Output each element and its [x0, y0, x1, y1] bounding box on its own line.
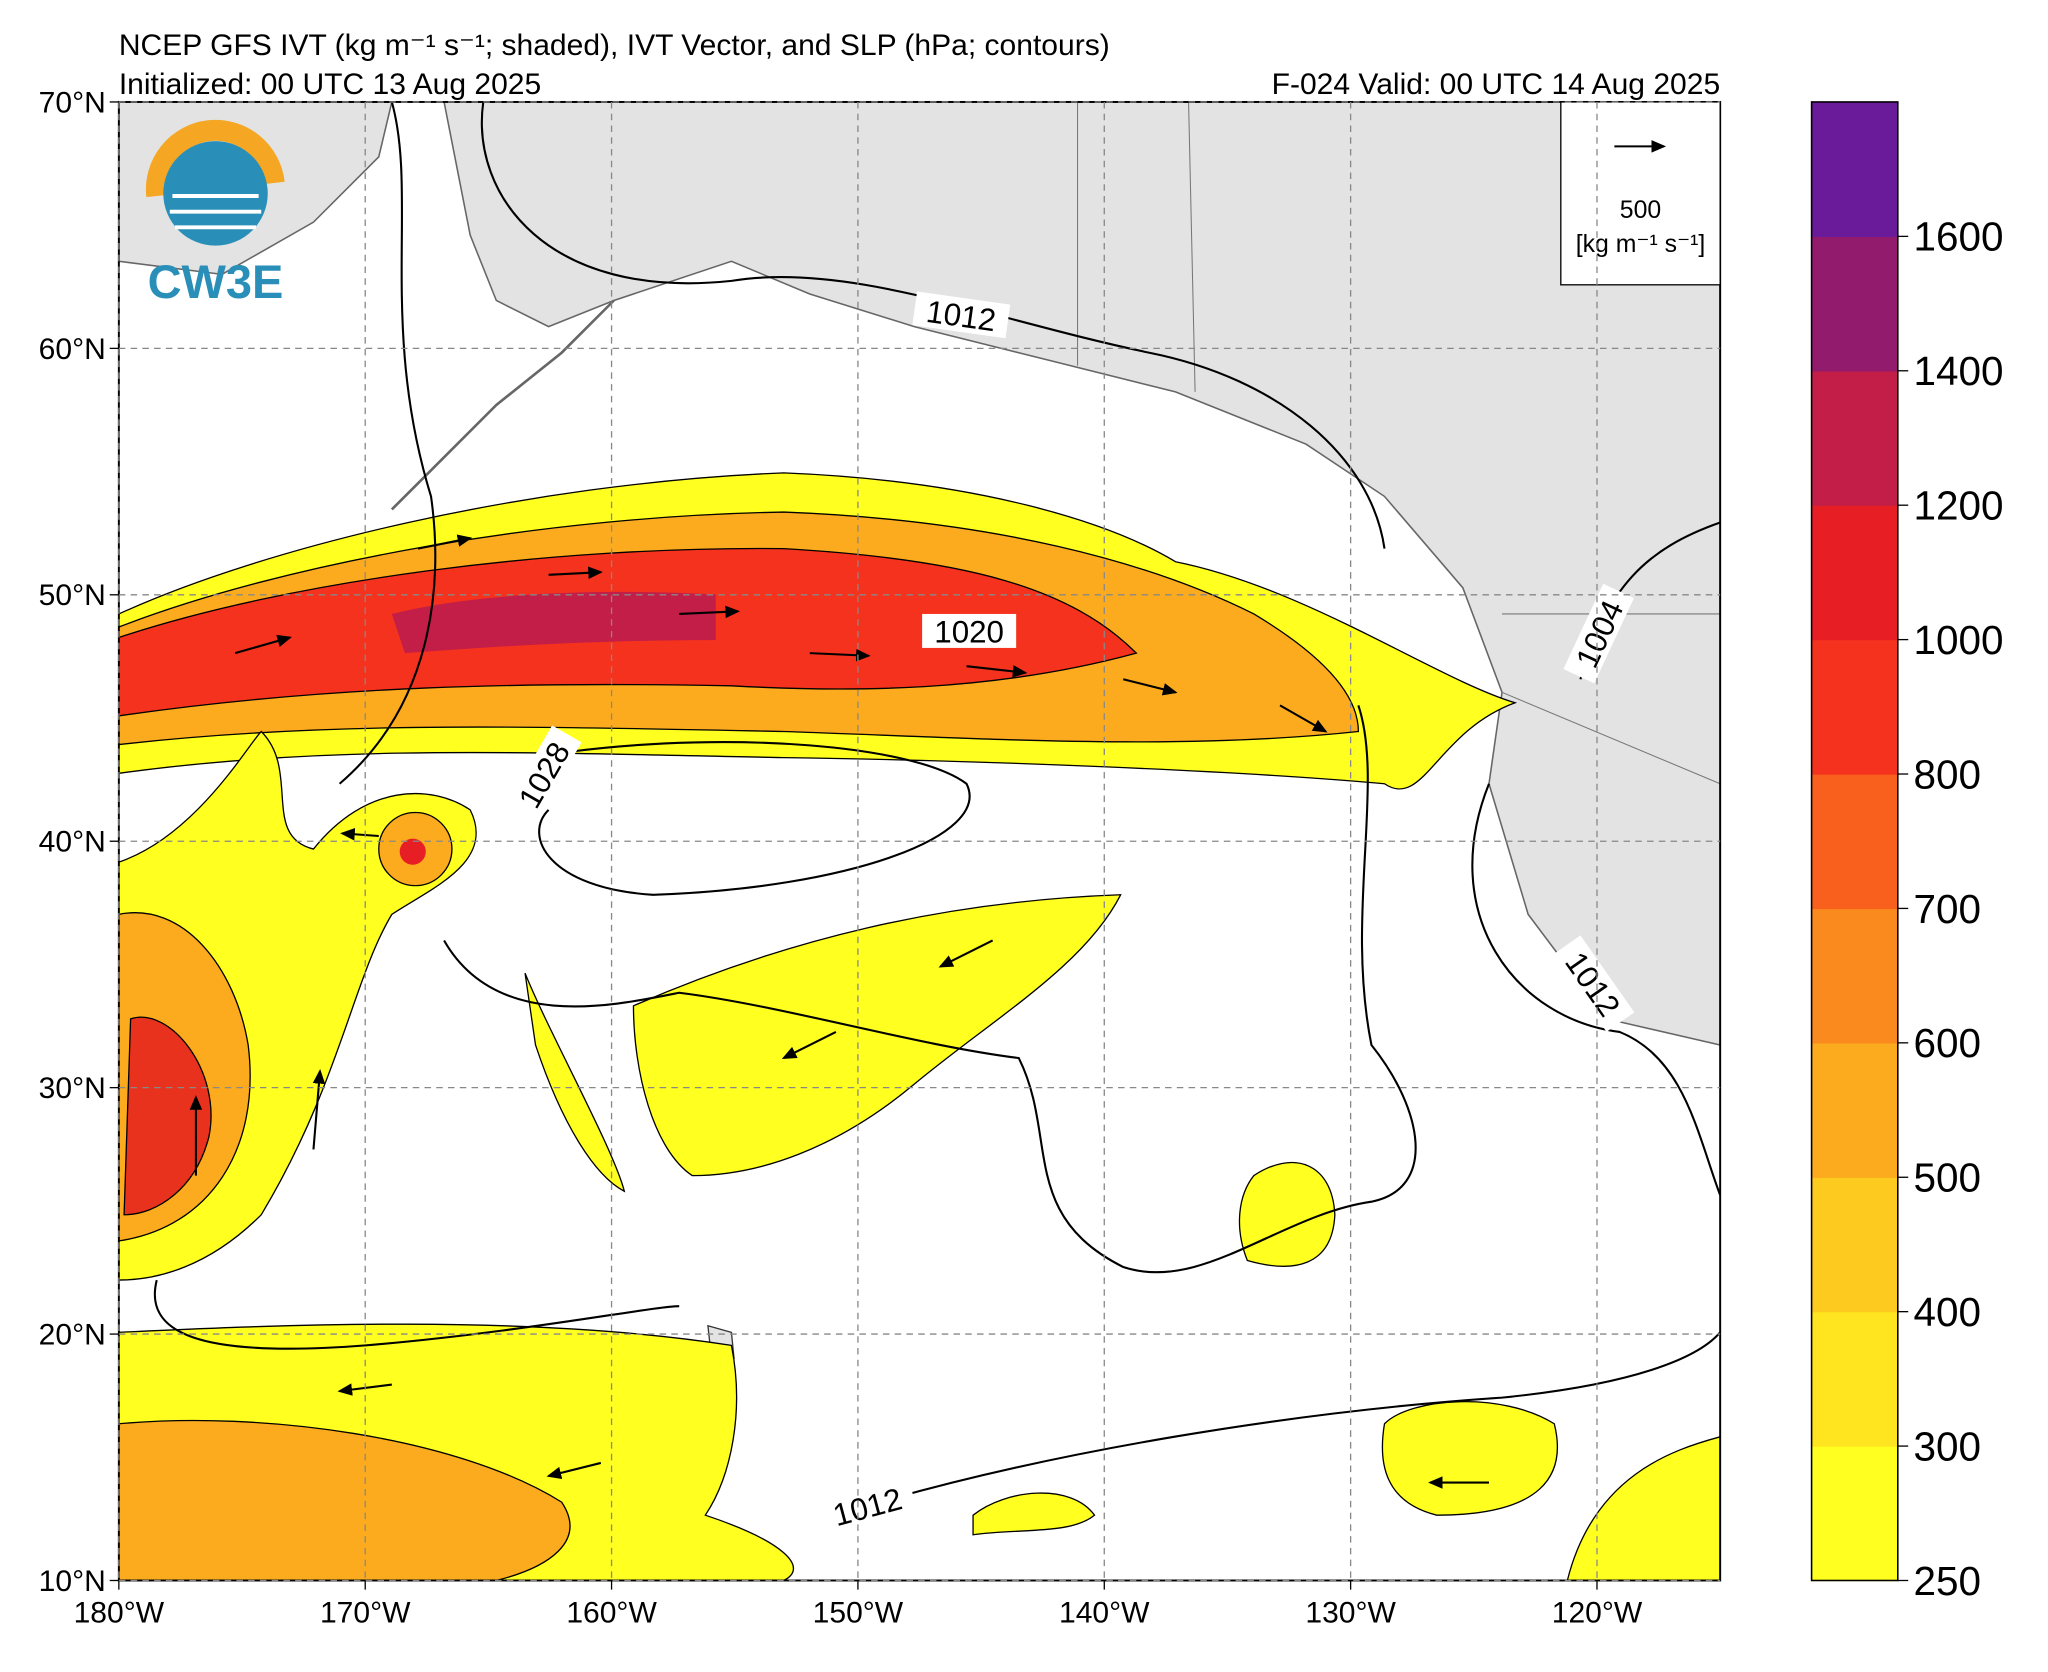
ivt-vector	[809, 648, 871, 662]
colorbar-segment	[1811, 101, 1898, 238]
ivt-vector	[938, 939, 994, 968]
colorbar-label: 1000	[1913, 617, 2003, 663]
contour-label: 1020	[934, 615, 1004, 650]
ivt-shade	[399, 838, 426, 865]
ivt-vector	[781, 1030, 837, 1059]
ivt-shade	[118, 1419, 571, 1581]
slp-contour	[835, 1331, 1721, 1517]
ivt-vector	[234, 634, 292, 655]
map-layers	[118, 101, 1721, 1581]
contour-label-bg	[1552, 935, 1635, 1032]
colorbar-label: 800	[1913, 751, 1981, 797]
x-tick-label: 160°W	[566, 1596, 657, 1629]
x-tick-label: 130°W	[1305, 1596, 1396, 1629]
logo: CW3E	[145, 119, 285, 308]
contour-label-bg	[922, 613, 1017, 648]
initialized: Initialized: 00 UTC 13 Aug 2025	[119, 68, 541, 101]
ivt-vector	[548, 566, 603, 580]
y-tick-label: 60°N	[39, 333, 106, 366]
contour-label-bg	[505, 725, 582, 824]
ivt-vector	[312, 1069, 326, 1150]
colorbar-label: 300	[1913, 1423, 1981, 1469]
x-tick-label: 180°W	[74, 1596, 165, 1629]
colorbar-segment	[1811, 1311, 1898, 1447]
slp-contour	[443, 705, 1417, 1274]
colorbar-segment	[1811, 370, 1898, 506]
slp-contour	[480, 101, 1386, 549]
colorbar: 250 300 400 500 600 700 800 1000 1200 1400 1600	[1810, 101, 2004, 1604]
colorbar-label: 1200	[1913, 483, 2003, 529]
logo-circle	[163, 141, 268, 246]
ivt-vector	[417, 534, 473, 550]
vector-legend	[1560, 101, 1721, 286]
slp-contour	[1471, 783, 1721, 1196]
logo-arc	[145, 119, 285, 198]
axes: 180°W 170°W 160°W 150°W 140°W 130°W 120°W 10°N 2…	[39, 86, 1721, 1629]
valid-time: F-024 Valid: 00 UTC 14 Aug 2025	[1272, 68, 1721, 101]
contour-label-bg	[912, 291, 1011, 339]
ivt-vector	[1279, 704, 1328, 733]
ivt-vector	[1123, 678, 1178, 696]
colorbar-label: 600	[1913, 1020, 1981, 1066]
y-tick-label: 30°N	[39, 1072, 106, 1105]
borders	[1077, 101, 1721, 785]
x-tick-label: 150°W	[813, 1596, 904, 1629]
colorbar-label: 1600	[1913, 214, 2003, 260]
ivt-vector	[966, 665, 1028, 678]
colorbar-segment	[1811, 774, 1898, 910]
y-tick-label: 50°N	[39, 579, 106, 612]
aleutian-islands	[390, 299, 615, 511]
x-tick-label: 120°W	[1552, 1596, 1643, 1629]
colorbar-label: 250	[1913, 1558, 1981, 1604]
title: NCEP GFS IVT (kg m⁻¹ s⁻¹; shaded), IVT V…	[119, 29, 1110, 62]
colorbar-label: 1400	[1913, 348, 2003, 394]
colorbar-segment	[1811, 1042, 1898, 1178]
colorbar-segment	[1811, 639, 1898, 775]
colorbar-label: 500	[1913, 1155, 1981, 1201]
colorbar-segment	[1811, 1446, 1898, 1582]
ivt-vector	[340, 828, 379, 841]
colorbar-label: 400	[1913, 1289, 1981, 1335]
colorbar-segment	[1811, 505, 1898, 641]
contour-label-bg	[1563, 583, 1634, 684]
x-tick-label: 140°W	[1059, 1596, 1150, 1629]
logo-text: CW3E	[148, 255, 284, 308]
colorbar-frame	[1810, 101, 1899, 1582]
x-tick-label: 170°W	[320, 1596, 411, 1629]
slp-contour	[153, 1279, 680, 1350]
ivt-shade	[972, 1492, 1096, 1536]
slp-contour	[538, 741, 971, 896]
ivt-shade	[1566, 1436, 1721, 1581]
ivt-vector	[679, 605, 741, 619]
y-tick-label: 10°N	[39, 1565, 106, 1598]
ivt-shade	[632, 894, 1122, 1177]
y-tick-label: 40°N	[39, 826, 106, 859]
y-tick-label: 70°N	[39, 86, 106, 119]
slp-contour	[338, 101, 437, 785]
colorbar-label: 700	[1913, 886, 1981, 932]
legend-value: 500	[1620, 197, 1661, 224]
contour-label-bg	[817, 1477, 918, 1535]
colorbar-segment	[1811, 908, 1898, 1044]
ivt-shade	[524, 972, 626, 1193]
legend-units: [kg m⁻¹ s⁻¹]	[1576, 231, 1706, 258]
ivt-shade	[123, 1016, 212, 1216]
y-tick-label: 20°N	[39, 1319, 106, 1352]
logo-stripes	[169, 194, 262, 230]
colorbar-segment	[1811, 236, 1898, 372]
ivt-shade	[391, 591, 716, 654]
ivt-vector	[546, 1461, 602, 1480]
colorbar-segment	[1811, 1177, 1898, 1313]
